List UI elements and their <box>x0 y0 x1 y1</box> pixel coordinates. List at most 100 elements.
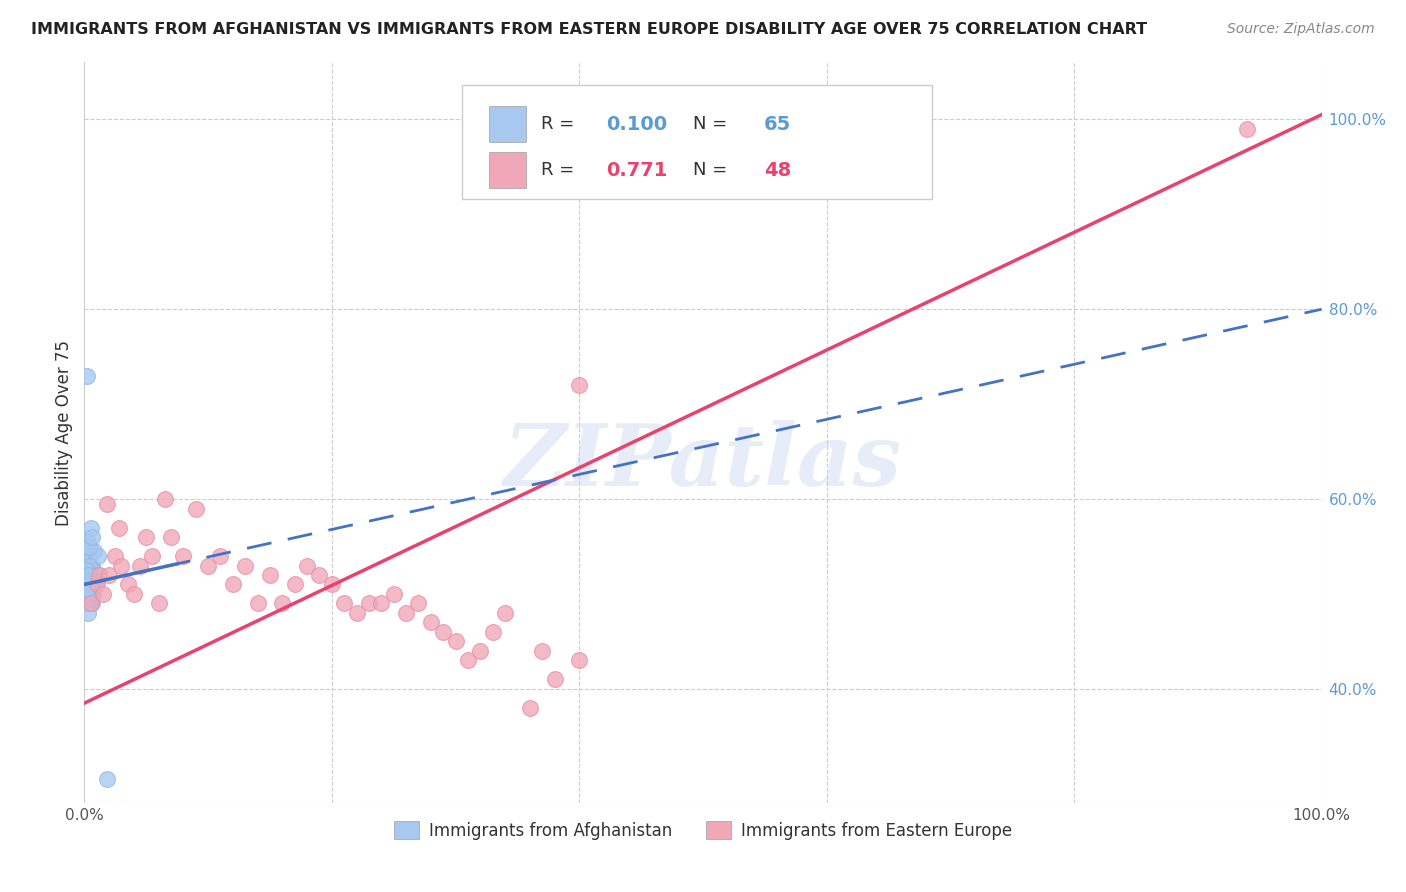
Point <box>79 587 101 601</box>
Point <box>77 587 100 601</box>
Point <box>141 549 163 563</box>
Point <box>357 597 380 611</box>
Point <box>79 591 101 606</box>
Point <box>346 606 368 620</box>
Point <box>77 534 100 549</box>
Point <box>79 577 101 591</box>
Point <box>79 577 101 591</box>
Text: IMMIGRANTS FROM AFGHANISTAN VS IMMIGRANTS FROM EASTERN EUROPE DISABILITY AGE OVE: IMMIGRANTS FROM AFGHANISTAN VS IMMIGRANT… <box>31 22 1147 37</box>
Point <box>76 577 98 591</box>
Point <box>408 597 430 611</box>
Point <box>79 577 101 591</box>
Point <box>444 634 467 648</box>
Point <box>135 530 157 544</box>
FancyBboxPatch shape <box>489 106 526 142</box>
Text: N =: N = <box>693 115 733 133</box>
Point <box>295 558 318 573</box>
Text: ZIPatlas: ZIPatlas <box>503 420 903 504</box>
Point <box>382 587 405 601</box>
Point <box>80 558 103 573</box>
Point <box>117 577 139 591</box>
Point <box>77 582 100 597</box>
Legend: Immigrants from Afghanistan, Immigrants from Eastern Europe: Immigrants from Afghanistan, Immigrants … <box>388 814 1018 847</box>
Text: R =: R = <box>541 115 579 133</box>
Text: Source: ZipAtlas.com: Source: ZipAtlas.com <box>1227 22 1375 37</box>
Point <box>246 597 269 611</box>
Point <box>79 573 101 587</box>
Point <box>432 624 454 639</box>
Point <box>86 577 108 591</box>
Point <box>222 577 245 591</box>
Point <box>86 573 108 587</box>
Point <box>79 568 101 582</box>
FancyBboxPatch shape <box>461 85 932 200</box>
Text: 65: 65 <box>763 114 792 134</box>
Y-axis label: Disability Age Over 75: Disability Age Over 75 <box>55 340 73 525</box>
Point <box>91 587 114 601</box>
Point <box>77 582 100 597</box>
Point <box>76 368 98 383</box>
Point <box>209 549 232 563</box>
Point <box>79 591 101 606</box>
Point <box>77 568 100 582</box>
Text: R =: R = <box>541 161 579 179</box>
Point <box>89 568 111 582</box>
Point <box>395 606 418 620</box>
Point <box>1236 121 1258 136</box>
Point <box>148 597 170 611</box>
Point <box>79 577 101 591</box>
Point <box>284 577 307 591</box>
Point <box>77 587 100 601</box>
Point <box>82 587 104 601</box>
Point <box>82 563 104 577</box>
Point <box>76 563 98 577</box>
Point <box>96 497 118 511</box>
Point <box>494 606 516 620</box>
Point <box>77 573 100 587</box>
Point <box>129 558 152 573</box>
Text: 0.771: 0.771 <box>606 161 668 179</box>
Point <box>77 587 100 601</box>
Point <box>98 568 121 582</box>
Point <box>184 501 207 516</box>
Point <box>77 606 100 620</box>
Point <box>271 597 294 611</box>
Point <box>77 568 100 582</box>
Point <box>79 587 101 601</box>
Point <box>79 568 101 582</box>
Point <box>259 568 281 582</box>
Point <box>80 577 103 591</box>
Point <box>122 587 145 601</box>
Point <box>80 597 103 611</box>
Point <box>96 772 118 786</box>
Point <box>80 530 103 544</box>
Point <box>79 591 101 606</box>
Point <box>308 568 330 582</box>
Point <box>543 673 565 687</box>
Point <box>481 624 503 639</box>
Point <box>110 558 132 573</box>
Point <box>79 577 101 591</box>
Point <box>79 577 101 591</box>
Point <box>77 587 100 601</box>
Point <box>79 591 101 606</box>
Point <box>419 615 441 630</box>
Point <box>321 577 343 591</box>
Point <box>76 582 98 597</box>
Point <box>84 568 107 582</box>
Point <box>79 540 101 554</box>
Point <box>531 644 554 658</box>
Point <box>104 549 127 563</box>
Point <box>79 587 101 601</box>
Point <box>79 597 101 611</box>
Point <box>79 582 101 597</box>
Point <box>568 653 591 667</box>
Point <box>79 582 101 597</box>
Point <box>470 644 492 658</box>
Point <box>77 591 100 606</box>
Point <box>233 558 256 573</box>
Text: 48: 48 <box>763 161 792 179</box>
Point <box>76 582 98 597</box>
Point <box>79 558 101 573</box>
Text: 0.100: 0.100 <box>606 114 668 134</box>
